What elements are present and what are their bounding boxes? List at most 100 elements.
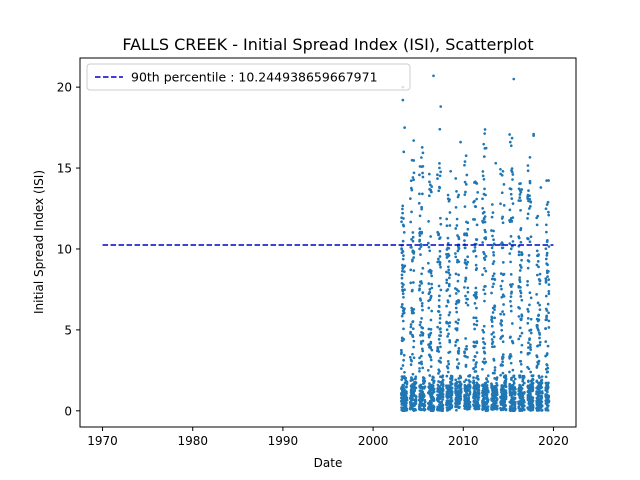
data-point	[430, 309, 434, 313]
data-point	[526, 259, 530, 262]
data-point	[456, 321, 460, 325]
data-point	[503, 383, 507, 386]
data-point	[485, 377, 488, 381]
data-point	[503, 379, 507, 383]
data-point	[528, 291, 532, 295]
data-point	[464, 355, 468, 358]
data-point	[454, 340, 458, 344]
data-point	[517, 315, 521, 318]
data-point	[508, 355, 511, 358]
x-tick-label: 1990	[268, 434, 299, 448]
data-point	[401, 265, 405, 269]
data-point	[401, 285, 404, 289]
data-point	[493, 278, 497, 282]
data-point	[546, 383, 550, 387]
data-point	[476, 400, 479, 403]
data-point	[493, 366, 497, 369]
data-point	[457, 260, 461, 264]
data-point	[448, 224, 452, 227]
data-point	[527, 310, 530, 313]
data-point	[485, 401, 489, 405]
data-point	[420, 360, 423, 364]
data-point	[499, 373, 502, 377]
data-point	[402, 327, 405, 331]
data-point	[446, 193, 450, 197]
data-point	[493, 369, 497, 372]
data-point	[403, 370, 406, 374]
data-point	[492, 401, 495, 405]
data-point	[494, 405, 498, 409]
data-point	[547, 213, 551, 217]
data-point	[436, 346, 439, 349]
data-point	[438, 255, 442, 258]
data-point	[438, 249, 442, 253]
data-point	[500, 319, 504, 323]
data-point	[527, 189, 530, 192]
data-point	[540, 375, 544, 379]
data-point	[532, 134, 535, 138]
data-point	[514, 387, 517, 391]
data-point	[465, 266, 468, 270]
data-point	[544, 327, 547, 330]
data-point	[475, 223, 479, 227]
data-point	[463, 193, 467, 197]
data-point	[400, 247, 403, 250]
data-point	[509, 216, 513, 220]
data-point	[456, 195, 460, 199]
data-point	[520, 313, 524, 317]
data-point	[436, 393, 439, 397]
data-point	[454, 378, 458, 382]
data-point	[475, 291, 478, 294]
data-point	[530, 380, 534, 384]
data-point	[404, 392, 408, 396]
data-point	[449, 384, 452, 388]
data-point	[411, 372, 415, 376]
data-point	[491, 262, 495, 266]
data-point	[412, 256, 416, 259]
data-point	[447, 313, 451, 317]
data-point	[441, 374, 445, 378]
data-point	[400, 336, 404, 340]
data-point	[422, 392, 425, 396]
data-point	[512, 380, 515, 383]
data-point	[401, 211, 404, 215]
data-point	[519, 388, 523, 392]
data-point	[539, 186, 543, 189]
data-point	[437, 304, 441, 308]
data-point	[426, 241, 430, 245]
data-point	[400, 273, 404, 277]
data-point	[539, 402, 543, 405]
data-point	[419, 333, 422, 337]
data-point	[421, 151, 425, 155]
data-point	[419, 280, 423, 283]
data-point	[402, 295, 405, 299]
data-point	[465, 263, 469, 266]
data-point	[402, 254, 405, 257]
legend-box	[86, 63, 411, 91]
data-point	[419, 253, 422, 256]
chart-title: FALLS CREEK - Initial Spread Index (ISI)…	[122, 35, 533, 54]
data-point	[448, 273, 452, 277]
data-point	[490, 315, 494, 319]
data-point	[513, 403, 517, 407]
data-point	[492, 359, 496, 362]
data-point	[495, 381, 498, 385]
data-point	[420, 317, 423, 320]
data-point	[513, 392, 517, 396]
data-point	[494, 387, 497, 390]
data-point	[402, 309, 406, 312]
data-point	[464, 190, 467, 194]
data-point	[466, 303, 470, 307]
data-point	[404, 380, 408, 384]
data-point	[447, 332, 450, 336]
data-point	[428, 298, 432, 302]
data-point	[492, 260, 496, 263]
data-point	[467, 398, 470, 402]
data-point	[411, 176, 415, 179]
data-point	[501, 221, 505, 225]
data-point	[421, 175, 425, 179]
data-point	[465, 233, 469, 237]
data-point	[439, 356, 443, 360]
y-tick-label: 5	[64, 323, 72, 337]
data-point	[513, 377, 517, 381]
